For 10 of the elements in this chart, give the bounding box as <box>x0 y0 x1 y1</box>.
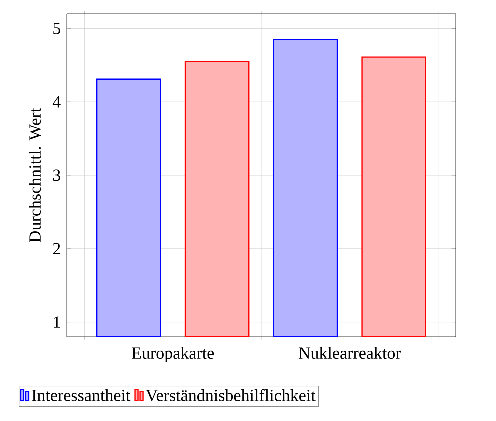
legend-label: Verständnisbehilflichkeit <box>146 389 316 402</box>
legend-label: Interessantheit <box>32 389 131 402</box>
y-tick-label: 2 <box>53 243 60 255</box>
y-tick-label: 5 <box>54 23 60 34</box>
x-tick-label: Europakarte <box>132 347 214 363</box>
x-tick-label: Nuklearreaktor <box>298 347 402 360</box>
y-tick-label: 3 <box>53 170 60 182</box>
y-axis-title: Durchschnittl. Wert <box>29 108 42 243</box>
y-tick-label: 1 <box>54 316 60 328</box>
y-tick-label: 4 <box>52 96 61 108</box>
